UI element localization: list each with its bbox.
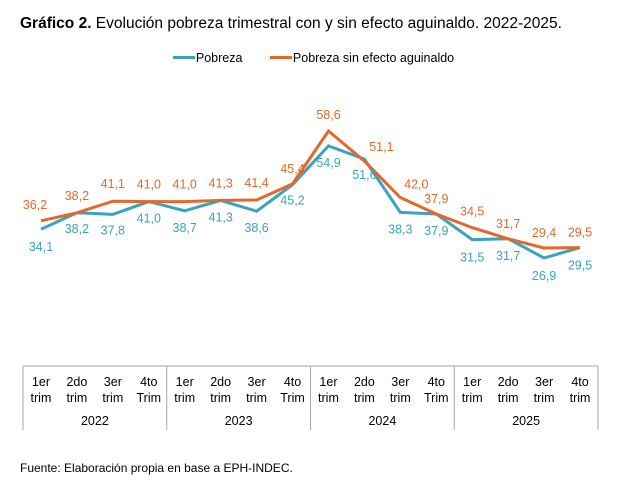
data-label: 37,8: [101, 223, 125, 237]
chart-title-bold: Gráfico 2.: [20, 15, 92, 32]
x-tick-label: Trim: [280, 391, 305, 405]
x-tick-label: 4to: [140, 375, 157, 389]
series-line-pobreza: [40, 144, 581, 260]
data-label: 29,5: [568, 259, 592, 273]
data-label: 31,7: [496, 217, 520, 231]
data-label: 29,5: [568, 226, 592, 240]
series-line-sin_aguinaldo: [40, 128, 581, 250]
x-tick-label: trim: [31, 391, 52, 405]
legend-label-sin-aguinaldo: Pobreza sin efecto aguinaldo: [292, 50, 455, 65]
data-label: 58,6: [316, 108, 340, 122]
data-label: 41,0: [137, 212, 161, 226]
x-tick-label: trim: [354, 391, 375, 405]
data-label: 38,6: [244, 221, 268, 235]
legend-item-pobreza: Pobreza: [172, 50, 243, 65]
x-tick-label: trim: [66, 391, 87, 405]
data-label: 38,3: [388, 222, 412, 236]
x-tick-label: 3er: [248, 375, 266, 389]
data-label: 41,4: [244, 176, 268, 190]
data-label: 38,2: [65, 222, 89, 236]
legend-item-sin-aguinaldo: Pobreza sin efecto aguinaldo: [269, 50, 455, 65]
data-label: 54,9: [316, 156, 340, 170]
data-labels-pobreza: 34,1 38,2 37,8 41,0 38,7 41,3 38,6 45,2 54,9 51,6…: [29, 156, 592, 283]
year-label: 2023: [225, 414, 253, 428]
legend-label-pobreza: Pobreza: [195, 50, 243, 65]
data-label: 34,5: [460, 205, 484, 219]
data-label: 41,0: [173, 178, 197, 192]
data-label: 38,7: [173, 221, 197, 235]
legend-swatch-sin-aguinaldo: [269, 55, 292, 59]
x-tick-label: trim: [462, 391, 483, 405]
x-tick-label: 4to: [428, 375, 445, 389]
x-tick-label: trim: [570, 391, 591, 405]
x-tick-label: 4to: [284, 375, 301, 389]
data-label: 41,3: [209, 176, 233, 190]
x-tick-label: 2do: [354, 375, 375, 389]
x-axis-table: 1er trim 2do trim 3er trim 4to Trim 1er trim 2do tr…: [22, 365, 599, 430]
x-tick-label: trim: [102, 391, 123, 405]
data-label: 51,1: [369, 140, 393, 154]
x-tick-label: trim: [210, 391, 231, 405]
x-tick-label: trim: [534, 391, 555, 405]
x-tick-label: 4to: [571, 375, 588, 389]
x-tick-label: 2do: [66, 375, 87, 389]
year-label: 2022: [81, 414, 109, 428]
x-tick-label: trim: [174, 391, 195, 405]
x-tick-label: 2do: [498, 375, 519, 389]
x-tick-label: trim: [390, 391, 411, 405]
data-label: 41,0: [137, 178, 161, 192]
x-tick-label: trim: [498, 391, 519, 405]
x-tick-label: 1er: [319, 375, 337, 389]
data-label: 31,5: [460, 251, 484, 265]
year-label: 2025: [512, 414, 540, 428]
x-tick-label: 2do: [210, 375, 231, 389]
x-tick-label: Trim: [137, 391, 162, 405]
x-tick-label: 3er: [104, 375, 122, 389]
x-tick-label: trim: [246, 391, 267, 405]
x-tick-label: 1er: [32, 375, 50, 389]
chart-title-text: Evolución pobreza trimestral con y sin e…: [91, 15, 562, 32]
data-label: 42,0: [404, 178, 428, 192]
x-tick-label: 3er: [391, 375, 409, 389]
data-label: 38,2: [65, 189, 89, 203]
data-label: 31,7: [496, 249, 520, 263]
year-label: 2024: [368, 414, 396, 428]
x-tick-label: Trim: [424, 391, 449, 405]
x-tick-label: 1er: [176, 375, 194, 389]
data-label: 41,1: [101, 177, 125, 191]
x-tick-label: trim: [318, 391, 339, 405]
data-label: 37,9: [424, 224, 448, 238]
legend-swatch-pobreza: [172, 55, 195, 59]
data-label: 45,2: [280, 194, 304, 208]
data-label: 37,9: [424, 192, 448, 206]
data-labels-sin_aguinaldo: 36,2 38,2 41,1 41,0 41,0 41,3 41,4 45,4 58,6 51,1…: [23, 108, 592, 240]
x-tick-label: 1er: [463, 375, 481, 389]
data-label: 51,6: [352, 168, 376, 182]
data-label: 41,3: [209, 210, 233, 224]
data-label: 29,4: [532, 226, 556, 240]
data-label: 26,9: [532, 269, 556, 283]
x-tick-label: 3er: [535, 375, 553, 389]
source-note: Fuente: Elaboración propia en base a EPH…: [20, 461, 293, 475]
data-label: 36,2: [23, 198, 47, 212]
legend: Pobreza Pobreza sin efecto aguinaldo: [0, 50, 627, 65]
data-label: 45,4: [280, 162, 304, 176]
data-label: 34,1: [29, 240, 53, 254]
chart-title: Gráfico 2. Evolución pobreza trimestral …: [20, 15, 562, 33]
